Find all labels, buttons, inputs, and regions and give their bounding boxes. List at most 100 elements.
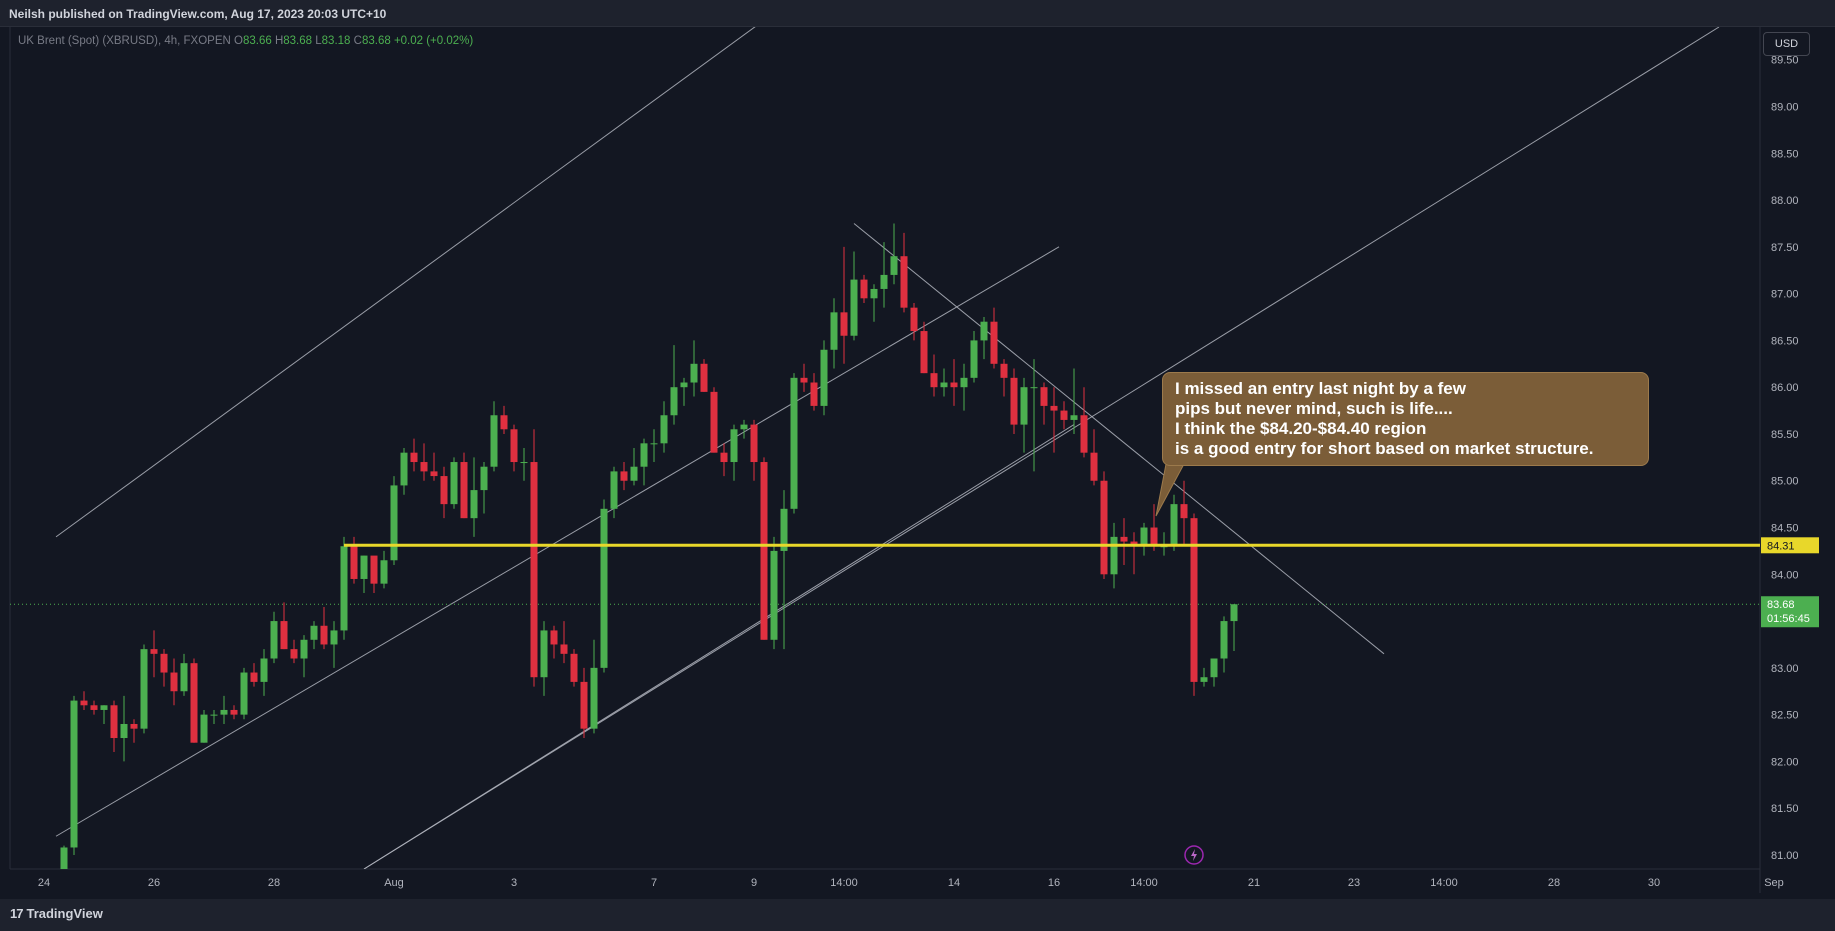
candle-body xyxy=(450,462,458,505)
candle-body xyxy=(1190,518,1198,682)
candle-body xyxy=(880,274,888,289)
candle-body xyxy=(110,705,118,739)
candle-body xyxy=(420,462,428,472)
candle-body xyxy=(900,256,908,308)
candle-body xyxy=(260,658,268,682)
candle-body xyxy=(1020,387,1028,425)
candle-body xyxy=(190,663,198,743)
candle-body xyxy=(1180,504,1188,519)
candle-body xyxy=(330,630,338,645)
header-bar: Neilsh published on TradingView.com, Aug… xyxy=(0,0,1835,27)
x-tick-label: 28 xyxy=(268,877,280,889)
x-tick-label: 9 xyxy=(751,877,757,889)
candle-body xyxy=(1230,604,1238,622)
candle-body xyxy=(790,377,798,509)
candle-body xyxy=(340,546,348,631)
candle-body xyxy=(150,649,158,654)
y-tick-label: 82.00 xyxy=(1771,756,1799,768)
x-tick-label: 26 xyxy=(148,877,160,889)
candle-body xyxy=(660,415,668,444)
candle-body xyxy=(180,663,188,692)
candle-body xyxy=(850,279,858,336)
candle-body xyxy=(580,681,588,729)
candle-body xyxy=(760,462,768,640)
y-tick-label: 88.50 xyxy=(1771,148,1799,160)
x-tick-label: 14 xyxy=(948,877,960,889)
last-price-label: 83.68 xyxy=(1767,599,1795,611)
candle-body xyxy=(1200,677,1208,682)
candle-body xyxy=(550,630,558,645)
trendline xyxy=(363,27,1720,869)
brand-name: TradingView xyxy=(26,906,103,921)
x-tick-label: Sep xyxy=(1764,877,1784,889)
legend-close: 83.68 xyxy=(361,35,391,47)
callout-note[interactable]: I missed an entry last night by a few pi… xyxy=(1162,372,1649,466)
candle-body xyxy=(780,508,788,551)
tradingview-logo-icon: 17 xyxy=(10,906,24,921)
candle-body xyxy=(460,462,468,519)
candle-body xyxy=(940,382,948,388)
trendline xyxy=(853,223,1385,655)
candle-body xyxy=(700,363,708,392)
candle-body xyxy=(860,279,868,299)
trendlines-layer xyxy=(10,27,1760,869)
candle-body xyxy=(1110,536,1118,575)
candle-body xyxy=(360,555,368,579)
candle-body xyxy=(510,429,518,463)
candle-body xyxy=(710,391,718,453)
tradingview-brand[interactable]: 17 TradingView xyxy=(10,906,103,921)
currency-button[interactable]: USD xyxy=(1763,32,1810,56)
x-tick-label: 24 xyxy=(38,877,50,889)
candle-body xyxy=(970,340,978,378)
legend-low-label: L xyxy=(315,35,322,47)
y-tick-label: 84.50 xyxy=(1771,523,1799,535)
candle-body xyxy=(630,466,638,481)
candle-body xyxy=(390,485,398,561)
countdown-label: 01:56:45 xyxy=(1767,613,1810,625)
candle-body xyxy=(840,312,848,336)
candle-body xyxy=(910,307,918,332)
candle-body xyxy=(560,644,568,654)
lightning-event-icon xyxy=(1184,845,1204,865)
candle-body xyxy=(470,490,478,519)
candle-body xyxy=(1040,387,1048,406)
candle-body xyxy=(90,705,98,710)
y-tick-label: 87.00 xyxy=(1771,289,1799,301)
candle-body xyxy=(370,555,378,584)
y-tick-label: 86.00 xyxy=(1771,382,1799,394)
candle-body xyxy=(500,415,508,430)
overlay-layer: 84.31 83.68 01:56:45 xyxy=(344,463,1819,865)
trendline xyxy=(55,27,756,538)
y-tick-label: 89.00 xyxy=(1771,102,1799,114)
callout-line: pips but never mind, such is life.... xyxy=(1175,399,1453,418)
candle-body xyxy=(1050,405,1058,411)
candle-body xyxy=(320,625,328,645)
candle-body xyxy=(980,321,988,341)
candle-body xyxy=(620,471,628,481)
y-tick-label: 81.50 xyxy=(1771,803,1799,815)
callout-line: is a good entry for short based on marke… xyxy=(1175,439,1594,458)
candle-body xyxy=(100,705,108,710)
x-tick-label: Aug xyxy=(384,877,404,889)
candle-body xyxy=(730,429,738,463)
trendline xyxy=(55,246,1060,837)
chart-area[interactable]: 81.0081.5082.0082.5083.0083.5084.0084.50… xyxy=(0,27,1835,899)
candle-body xyxy=(890,256,898,275)
candle-body xyxy=(720,452,728,463)
y-tick-label: 86.50 xyxy=(1771,335,1799,347)
y-tick-label: 84.00 xyxy=(1771,569,1799,581)
candle-body xyxy=(920,331,928,374)
y-tick-label: 87.50 xyxy=(1771,242,1799,254)
legend-high-label: H xyxy=(274,35,284,47)
y-tick-label: 83.00 xyxy=(1771,663,1799,675)
candle-body xyxy=(120,723,128,739)
x-tick-label: 3 xyxy=(511,877,517,889)
candle-body xyxy=(240,672,248,715)
candle-body xyxy=(200,714,208,743)
candle-body xyxy=(160,653,168,673)
candle-body xyxy=(170,672,178,692)
candle-body xyxy=(750,424,758,463)
candle-body xyxy=(1080,415,1088,453)
candle-body xyxy=(440,476,448,505)
candle-body xyxy=(310,625,318,640)
